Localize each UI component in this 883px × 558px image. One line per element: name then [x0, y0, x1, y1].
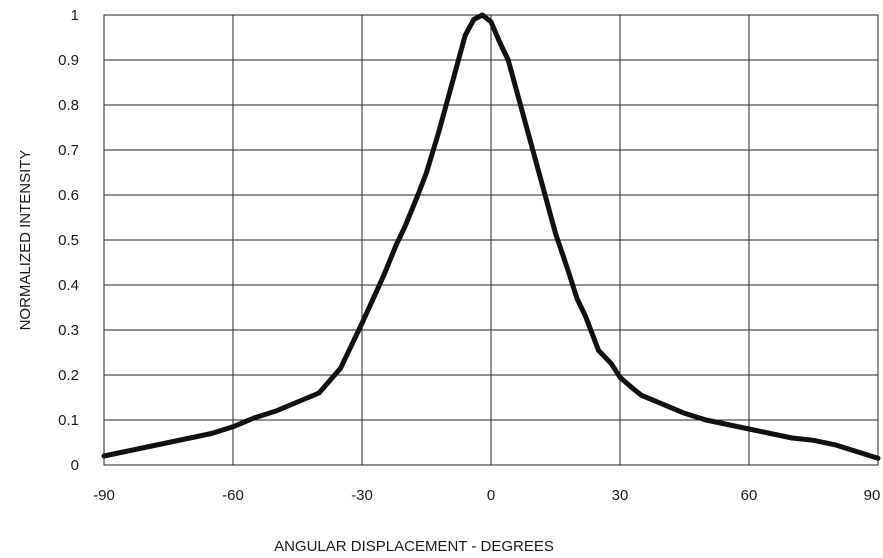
x-tick-label: 60 [741, 487, 758, 504]
y-tick-label: 0 [71, 457, 79, 474]
intensity-curve [101, 12, 881, 461]
series-layer [101, 12, 881, 461]
plot-area-frame [103, 14, 879, 466]
y-tick-label: 0.7 [58, 142, 79, 159]
y-tick-label: 0.6 [58, 187, 79, 204]
y-tick-label: 0.1 [58, 412, 79, 429]
grid [103, 14, 879, 466]
y-tick-label: 0.9 [58, 52, 79, 69]
x-axis-tick-labels: -90 -60 -30 0 30 60 90 [93, 487, 880, 504]
x-axis-title: ANGULAR DISPLACEMENT - DEGREES [274, 538, 554, 555]
x-tick-label: 30 [612, 487, 629, 504]
y-axis-tick-labels: 0 0.1 0.2 0.3 0.4 0.5 0.6 0.7 0.8 0.9 1 [58, 7, 79, 474]
x-tick-label: 90 [864, 487, 881, 504]
y-tick-label: 0.4 [58, 277, 79, 294]
y-tick-label: 0.3 [58, 322, 79, 339]
y-tick-label: 0.2 [58, 367, 79, 384]
x-tick-label: -30 [351, 487, 373, 504]
x-tick-label: 0 [487, 487, 495, 504]
x-tick-label: -90 [93, 487, 115, 504]
x-tick-label: -60 [222, 487, 244, 504]
y-tick-label: 0.5 [58, 232, 79, 249]
y-axis-title: NORMALIZED INTENSITY [17, 150, 34, 331]
y-tick-label: 1 [71, 7, 79, 24]
y-tick-label: 0.8 [58, 97, 79, 114]
